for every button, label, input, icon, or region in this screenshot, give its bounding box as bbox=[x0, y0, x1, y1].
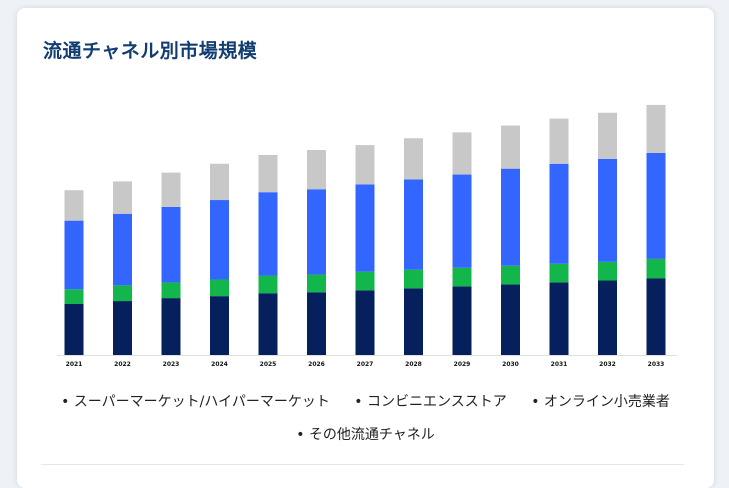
bar-segment-2031-s0[interactable] bbox=[549, 282, 569, 355]
bar-segment-2030-s2[interactable] bbox=[501, 168, 520, 266]
x-tick-label-2024: 2024 bbox=[211, 361, 228, 368]
chart-card: 流通チャネル別市場規模 2021 2022 2023 2024 2025 2026 2027… bbox=[17, 8, 714, 488]
bar-segment-2032-s2[interactable] bbox=[598, 158, 617, 262]
bar-segment-2029-s2[interactable] bbox=[452, 174, 472, 268]
bar-segment-2024-s3[interactable] bbox=[210, 163, 229, 201]
bar-segment-2027-s0[interactable] bbox=[355, 290, 375, 355]
x-tick-label-2026: 2026 bbox=[308, 361, 325, 368]
bar-segment-2024-s2[interactable] bbox=[210, 200, 229, 280]
bar-segment-2033-s3[interactable] bbox=[646, 104, 666, 153]
bar-segment-2028-s0[interactable] bbox=[404, 288, 423, 355]
legend-item-other[interactable]: その他流通チャネル bbox=[296, 427, 435, 443]
bar-segment-2025-s1[interactable] bbox=[258, 275, 278, 294]
bar-segment-2028-s1[interactable] bbox=[404, 269, 423, 289]
bar-segment-2023-s2[interactable] bbox=[161, 206, 181, 283]
bar-segment-2027-s1[interactable] bbox=[355, 271, 375, 291]
x-tick-label-2032: 2032 bbox=[599, 361, 616, 368]
bar-segment-2023-s1[interactable] bbox=[161, 282, 181, 299]
bar-segment-2027-s3[interactable] bbox=[355, 145, 375, 185]
legend-item-supermarket[interactable]: スーパーマーケット/ハイパーマーケット bbox=[61, 394, 330, 410]
x-tick-label-2033: 2033 bbox=[648, 361, 665, 368]
x-tick-label-2023: 2023 bbox=[163, 361, 180, 368]
legend-row-1: スーパーマーケット/ハイパーマーケット コンビニエンスストア オンライン小売業者 bbox=[17, 391, 714, 411]
x-tick-label-2025: 2025 bbox=[260, 361, 277, 368]
bar-segment-2030-s1[interactable] bbox=[501, 265, 520, 285]
x-tick-label-2028: 2028 bbox=[405, 361, 422, 368]
bar-segment-2032-s0[interactable] bbox=[598, 280, 617, 355]
x-tick-label-2031: 2031 bbox=[551, 361, 568, 368]
bar-segment-2022-s0[interactable] bbox=[113, 301, 132, 355]
bar-segment-2029-s1[interactable] bbox=[452, 267, 472, 287]
x-tick-label-2030: 2030 bbox=[502, 361, 519, 368]
bar-segment-2030-s0[interactable] bbox=[501, 284, 520, 355]
bar-segment-2033-s2[interactable] bbox=[646, 152, 666, 259]
bar-segment-2031-s1[interactable] bbox=[549, 263, 569, 283]
bar-segment-2026-s2[interactable] bbox=[307, 189, 326, 275]
bar-segment-2021-s2[interactable] bbox=[64, 220, 84, 290]
chart-title: 流通チャネル別市場規模 bbox=[43, 40, 258, 62]
legend-row-2: その他流通チャネル bbox=[17, 424, 714, 444]
bar-segment-2027-s2[interactable] bbox=[355, 184, 375, 272]
bar-segment-2029-s0[interactable] bbox=[452, 286, 472, 355]
bar-segment-2023-s3[interactable] bbox=[161, 172, 181, 207]
legend-item-convenience[interactable]: コンビニエンスストア bbox=[354, 394, 506, 410]
x-tick-label-2029: 2029 bbox=[454, 361, 471, 368]
bar-segment-2030-s3[interactable] bbox=[501, 125, 520, 169]
bar-segment-2028-s3[interactable] bbox=[404, 138, 423, 180]
bar-segment-2022-s2[interactable] bbox=[113, 213, 132, 286]
bar-segment-2022-s3[interactable] bbox=[113, 181, 132, 214]
bar-segment-2029-s3[interactable] bbox=[452, 132, 472, 175]
bar-segment-2032-s3[interactable] bbox=[598, 112, 617, 159]
bar-segment-2026-s3[interactable] bbox=[307, 150, 326, 190]
bar-segment-2021-s1[interactable] bbox=[64, 289, 84, 304]
x-tick-label-2027: 2027 bbox=[357, 361, 374, 368]
bar-segment-2024-s0[interactable] bbox=[210, 296, 229, 355]
bar-segment-2031-s2[interactable] bbox=[549, 163, 569, 264]
bar-segment-2021-s0[interactable] bbox=[64, 304, 84, 355]
x-tick-label-2021: 2021 bbox=[66, 361, 83, 368]
bar-segment-2033-s1[interactable] bbox=[646, 258, 666, 279]
bar-segment-2026-s0[interactable] bbox=[307, 292, 326, 355]
bar-segment-2021-s3[interactable] bbox=[64, 190, 84, 221]
divider bbox=[41, 464, 684, 465]
bar-segment-2025-s0[interactable] bbox=[258, 293, 278, 355]
bar-segment-2025-s2[interactable] bbox=[258, 192, 278, 276]
bar-segment-2026-s1[interactable] bbox=[307, 274, 326, 293]
bar-segment-2023-s0[interactable] bbox=[161, 298, 181, 355]
stacked-bar-chart: 2021 2022 2023 2024 2025 2026 2027 2028 2029 2030… bbox=[57, 104, 677, 368]
bar-segment-2033-s0[interactable] bbox=[646, 278, 666, 356]
bar-segment-2032-s1[interactable] bbox=[598, 261, 617, 281]
x-tick-label-2022: 2022 bbox=[114, 361, 131, 368]
bar-segment-2022-s1[interactable] bbox=[113, 285, 132, 302]
legend-item-online[interactable]: オンライン小売業者 bbox=[531, 394, 670, 410]
bar-segment-2028-s2[interactable] bbox=[404, 179, 423, 270]
bar-segment-2025-s3[interactable] bbox=[258, 154, 278, 193]
bar-segment-2024-s1[interactable] bbox=[210, 279, 229, 297]
bar-segment-2031-s3[interactable] bbox=[549, 118, 569, 164]
